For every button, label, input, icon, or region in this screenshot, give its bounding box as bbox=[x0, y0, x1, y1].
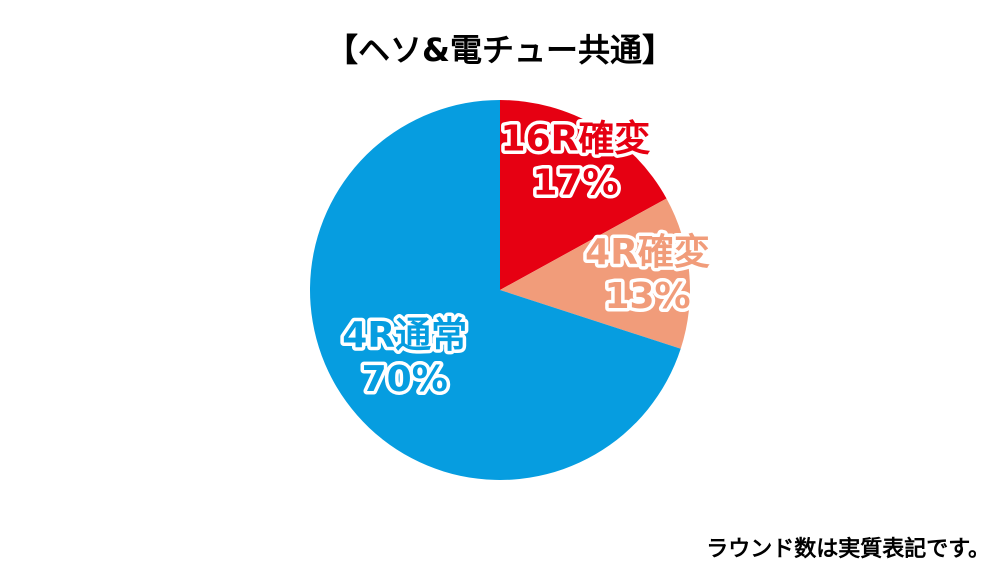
value-label: 70% bbox=[362, 359, 448, 400]
value-label: 17% bbox=[532, 162, 618, 203]
slice-label: 16R確変 bbox=[501, 117, 651, 159]
slice-label: 4R通常 bbox=[342, 315, 467, 356]
slice-label: 4R確変 bbox=[585, 231, 710, 273]
pie-slice bbox=[500, 100, 667, 290]
chart-title: 【ヘソ&電チュー共通】 bbox=[326, 31, 674, 69]
pie-slice bbox=[310, 100, 681, 480]
pie-slice bbox=[500, 198, 691, 349]
annotation: ラウンド数は実質表記です。 bbox=[706, 536, 990, 562]
value-label: 13% bbox=[604, 276, 690, 317]
